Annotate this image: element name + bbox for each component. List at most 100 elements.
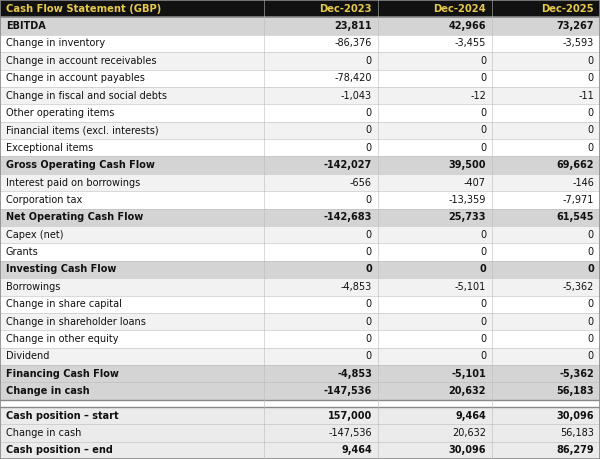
Text: -146: -146 <box>572 178 594 188</box>
Text: -656: -656 <box>350 178 372 188</box>
Bar <box>492 139 600 157</box>
Bar <box>0 157 264 174</box>
Bar <box>492 122 600 139</box>
Bar <box>264 35 378 52</box>
Bar <box>0 70 264 87</box>
Bar <box>264 261 378 278</box>
Text: 0: 0 <box>480 247 486 257</box>
Text: Financing Cash Flow: Financing Cash Flow <box>6 369 119 379</box>
Text: 157,000: 157,000 <box>328 410 372 420</box>
Bar <box>492 157 600 174</box>
Text: Dec-2024: Dec-2024 <box>433 4 486 14</box>
Text: Financial items (excl. interests): Financial items (excl. interests) <box>6 125 158 135</box>
Text: 0: 0 <box>480 334 486 344</box>
Bar <box>492 278 600 296</box>
Text: 0: 0 <box>366 108 372 118</box>
Bar <box>264 424 378 442</box>
Bar <box>264 330 378 348</box>
Bar <box>378 52 492 70</box>
Bar <box>378 0 492 17</box>
Bar <box>378 348 492 365</box>
Text: 0: 0 <box>588 108 594 118</box>
Bar <box>0 17 264 35</box>
Text: -5,101: -5,101 <box>455 282 486 292</box>
Bar <box>264 157 378 174</box>
Text: 30,096: 30,096 <box>557 410 594 420</box>
Bar <box>264 209 378 226</box>
Text: Change in other equity: Change in other equity <box>6 334 119 344</box>
Text: Investing Cash Flow: Investing Cash Flow <box>6 264 116 274</box>
Text: EBITDA: EBITDA <box>6 21 46 31</box>
Bar <box>378 261 492 278</box>
Text: 0: 0 <box>588 352 594 361</box>
Text: 73,267: 73,267 <box>557 21 594 31</box>
Bar <box>378 296 492 313</box>
Bar <box>264 296 378 313</box>
Bar <box>0 209 264 226</box>
Bar <box>0 313 264 330</box>
Bar <box>378 424 492 442</box>
Text: 0: 0 <box>588 56 594 66</box>
Bar <box>378 191 492 209</box>
Bar <box>0 243 264 261</box>
Text: 0: 0 <box>366 195 372 205</box>
Text: Change in share capital: Change in share capital <box>6 299 122 309</box>
Bar <box>264 87 378 104</box>
Bar <box>492 382 600 400</box>
Text: Cash position – end: Cash position – end <box>6 445 113 455</box>
Text: Change in inventory: Change in inventory <box>6 39 105 49</box>
Bar <box>378 157 492 174</box>
Bar <box>0 261 264 278</box>
Text: Net Operating Cash Flow: Net Operating Cash Flow <box>6 213 143 222</box>
Bar <box>378 122 492 139</box>
Text: Change in cash: Change in cash <box>6 386 89 396</box>
Text: 0: 0 <box>588 73 594 83</box>
Bar <box>0 348 264 365</box>
Bar <box>264 442 378 459</box>
Bar <box>264 0 378 17</box>
Text: -142,027: -142,027 <box>324 160 372 170</box>
Bar <box>378 382 492 400</box>
Text: 0: 0 <box>588 143 594 153</box>
Text: Change in shareholder loans: Change in shareholder loans <box>6 317 146 327</box>
Bar <box>0 52 264 70</box>
Text: 0: 0 <box>480 230 486 240</box>
Text: 20,632: 20,632 <box>449 386 486 396</box>
Bar <box>492 261 600 278</box>
Text: 0: 0 <box>365 264 372 274</box>
Text: 0: 0 <box>366 299 372 309</box>
Text: Dec-2025: Dec-2025 <box>541 4 594 14</box>
Text: 69,662: 69,662 <box>557 160 594 170</box>
Bar <box>264 407 378 424</box>
Text: 9,464: 9,464 <box>341 445 372 455</box>
Text: 25,733: 25,733 <box>449 213 486 222</box>
Text: 0: 0 <box>588 125 594 135</box>
Text: 0: 0 <box>480 125 486 135</box>
Bar <box>378 104 492 122</box>
Bar <box>378 209 492 226</box>
Bar <box>0 174 264 191</box>
Text: Exceptional items: Exceptional items <box>6 143 93 153</box>
Text: -7,971: -7,971 <box>563 195 594 205</box>
Bar <box>264 348 378 365</box>
Text: 20,632: 20,632 <box>452 428 486 438</box>
Bar <box>264 226 378 243</box>
Bar <box>492 87 600 104</box>
Text: Interest paid on borrowings: Interest paid on borrowings <box>6 178 140 188</box>
Bar <box>492 400 600 407</box>
Bar <box>264 382 378 400</box>
Bar <box>378 313 492 330</box>
Bar <box>378 174 492 191</box>
Bar <box>0 0 264 17</box>
Bar <box>0 365 264 382</box>
Bar <box>492 52 600 70</box>
Text: 0: 0 <box>480 56 486 66</box>
Bar <box>264 139 378 157</box>
Text: -142,683: -142,683 <box>323 213 372 222</box>
Bar <box>0 139 264 157</box>
Text: -4,853: -4,853 <box>341 282 372 292</box>
Text: Capex (net): Capex (net) <box>6 230 64 240</box>
Bar <box>492 365 600 382</box>
Bar <box>264 191 378 209</box>
Text: -13,359: -13,359 <box>449 195 486 205</box>
